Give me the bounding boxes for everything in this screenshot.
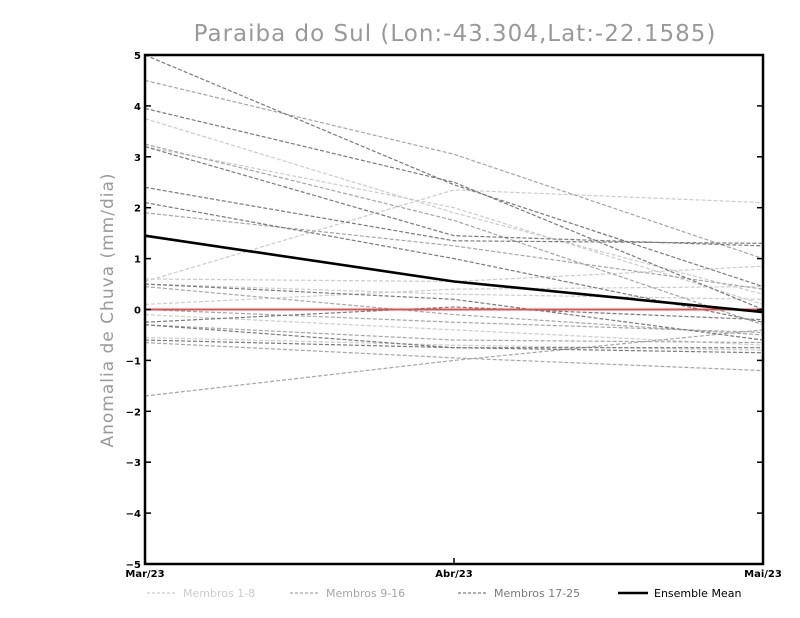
- y-tick-label: 1: [134, 255, 141, 266]
- series-layer: [145, 55, 763, 397]
- series-line-m01: [145, 118, 763, 295]
- series-line-m05: [145, 313, 763, 346]
- y-tick-label: 5: [134, 51, 141, 62]
- series-line-ensemble-mean: [144, 234, 764, 314]
- y-tick-label: 2: [134, 204, 141, 215]
- legend-label: Membros 9-16: [326, 587, 405, 600]
- series-line-m25: [145, 324, 763, 349]
- series-line-m03: [145, 265, 763, 283]
- x-axis: Mar/23 Abr/23 Mai/23: [125, 558, 782, 580]
- series-line-m09: [145, 79, 763, 260]
- legend: Membros 1-8 Membros 9-16 Membros 17-25 Ense…: [147, 587, 741, 600]
- y-tick-label: −4: [126, 509, 141, 520]
- legend-label: Membros 1-8: [183, 587, 255, 600]
- y-axis: 5 4 3 2 1 0 −1 −2 −3 −4 −5: [126, 51, 763, 571]
- y-axis-label: Anomalia de Chuva (mm/dia): [98, 172, 118, 447]
- y-tick-label: −5: [126, 560, 141, 571]
- y-tick-label: −3: [126, 458, 141, 469]
- series-line-m14: [145, 329, 763, 397]
- y-tick-label: 0: [134, 306, 141, 317]
- series-line-m22: [145, 283, 763, 341]
- series-line-m12: [145, 285, 763, 336]
- series-line-m06: [145, 336, 763, 351]
- y-tick-label: 3: [134, 153, 141, 164]
- series-line-m02: [145, 189, 763, 283]
- x-tick-label: Mar/23: [125, 569, 164, 580]
- series-line-m10: [145, 143, 763, 326]
- series-line-m15: [145, 341, 763, 372]
- series-line-m17: [145, 107, 763, 311]
- series-line-m19: [145, 146, 763, 247]
- y-tick-label: −2: [126, 407, 141, 418]
- series-line-m18: [145, 55, 763, 288]
- y-tick-label: 4: [134, 102, 141, 113]
- series-line-m23: [145, 306, 763, 323]
- legend-label: Membros 17-25: [494, 587, 580, 600]
- series-line-m08: [145, 283, 763, 300]
- series-line-m07: [145, 146, 763, 305]
- series-line-m16: [145, 308, 763, 334]
- x-tick-label: Abr/23: [435, 569, 472, 580]
- series-line-m13: [145, 324, 763, 344]
- legend-label: Ensemble Mean: [654, 587, 741, 600]
- chart-title: Paraiba do Sul (Lon:-43.304,Lat:-22.1585…: [194, 21, 717, 47]
- series-line-m20: [145, 186, 763, 244]
- y-tick-label: −1: [126, 356, 141, 367]
- series-line-m11: [145, 212, 763, 290]
- x-tick-label: Mai/23: [744, 569, 782, 580]
- series-line-m04: [145, 285, 763, 306]
